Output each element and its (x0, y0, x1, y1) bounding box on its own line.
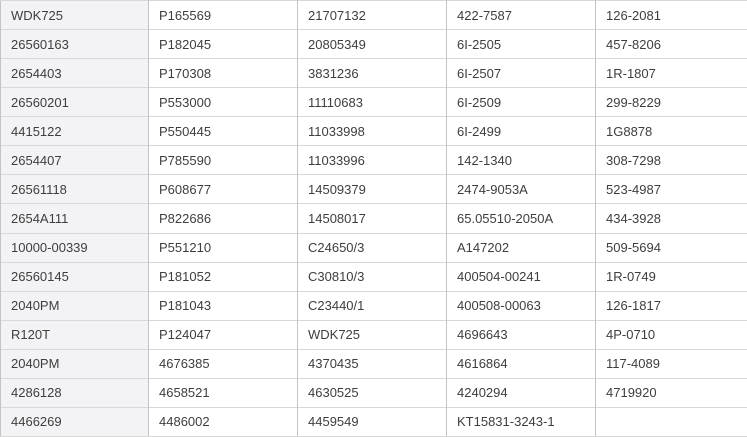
table-cell: 4240294 (446, 377, 596, 408)
table-cell: 4286128 (0, 377, 149, 408)
table-cell: P124047 (148, 319, 298, 350)
table-row: 4286128 4658521 4630525 4240294 4719920 (0, 377, 747, 408)
table-cell: 6I-2505 (446, 29, 596, 59)
table-cell: C30810/3 (297, 261, 447, 292)
table-cell: 4719920 (595, 377, 747, 408)
table-cell: 26560163 (0, 29, 149, 59)
table-cell: 20805349 (297, 29, 447, 59)
table-row: 10000-00339 P551210 C24650/3 A147202 509-569… (0, 232, 747, 263)
table-cell: P182045 (148, 29, 298, 59)
table-cell: 400508-00063 (446, 290, 596, 321)
table-cell: P551210 (148, 232, 298, 263)
table-cell: C24650/3 (297, 232, 447, 263)
table-cell: 4370435 (297, 348, 447, 379)
table-row: 4466269 4486002 4459549 KT15831-3243-1 (0, 406, 747, 437)
table-cell: 457-8206 (595, 29, 747, 59)
table-cell: P822686 (148, 203, 298, 233)
table-cell: 117-4089 (595, 348, 747, 379)
table-cell: 2654407 (0, 145, 149, 175)
table-cell: 308-7298 (595, 145, 747, 175)
table-cell: P181052 (148, 261, 298, 292)
table-cell: 2040PM (0, 348, 149, 379)
table-row: 26560163 P182045 20805349 6I-2505 457-8206 (0, 29, 747, 59)
table-row: R120T P124047 WDK725 4696643 4P-0710 (0, 319, 747, 350)
table-cell: 26561118 (0, 174, 149, 204)
table-cell: 142-1340 (446, 145, 596, 175)
table-cell: WDK725 (297, 319, 447, 350)
table-cell: 1R-0749 (595, 261, 747, 292)
table-row: 4415122 P550445 11033998 6I-2499 1G8878 (0, 116, 747, 146)
table-cell: 4676385 (148, 348, 298, 379)
table-row: 2654407 P785590 11033996 142-1340 308-7298 (0, 145, 747, 175)
table-cell: 4658521 (148, 377, 298, 408)
table-cell: 4696643 (446, 319, 596, 350)
table-cell: 126-1817 (595, 290, 747, 321)
table-row: WDK725 P165569 21707132 422-7587 126-2081 (0, 0, 747, 30)
table-cell: 11110683 (297, 87, 447, 117)
table-cell: 3831236 (297, 58, 447, 88)
table-cell: 1G8878 (595, 116, 747, 146)
table-cell: 26560145 (0, 261, 149, 292)
table-cell (595, 406, 747, 437)
table-cell: KT15831-3243-1 (446, 406, 596, 437)
table-cell: 2654A111 (0, 203, 149, 233)
table-row: 2654A111 P822686 14508017 65.05510-2050A 434… (0, 203, 747, 233)
table-cell: 4415122 (0, 116, 149, 146)
table-cell: 434-3928 (595, 203, 747, 233)
table-cell: 1R-1807 (595, 58, 747, 88)
table-cell: 6I-2507 (446, 58, 596, 88)
table-cell: 523-4987 (595, 174, 747, 204)
table-cell: 126-2081 (595, 0, 747, 30)
table-cell: 4459549 (297, 406, 447, 437)
table-row: 26560201 P553000 11110683 6I-2509 299-8229 (0, 87, 747, 117)
table-cell: 2654403 (0, 58, 149, 88)
table-cell: P181043 (148, 290, 298, 321)
table-cell: 11033996 (297, 145, 447, 175)
table-cell: 6I-2509 (446, 87, 596, 117)
table-cell: WDK725 (0, 0, 149, 30)
table-row: 2654403 P170308 3831236 6I-2507 1R-1807 (0, 58, 747, 88)
table-row: 26560145 P181052 C30810/3 400504-00241 1R-07… (0, 261, 747, 292)
table-row: 26561118 P608677 14509379 2474-9053A 523-498… (0, 174, 747, 204)
table-cell: 10000-00339 (0, 232, 149, 263)
table-cell: 4486002 (148, 406, 298, 437)
table-cell: P785590 (148, 145, 298, 175)
table-cell: 422-7587 (446, 0, 596, 30)
table-cell: 14508017 (297, 203, 447, 233)
table-cell: 509-5694 (595, 232, 747, 263)
table-cell: P170308 (148, 58, 298, 88)
table-cell: 14509379 (297, 174, 447, 204)
table-cell: P553000 (148, 87, 298, 117)
table-cell: 21707132 (297, 0, 447, 30)
table-cell: 4P-0710 (595, 319, 747, 350)
table-cell: 11033998 (297, 116, 447, 146)
table-cell: 26560201 (0, 87, 149, 117)
table-cell: P165569 (148, 0, 298, 30)
table-cell: 2040PM (0, 290, 149, 321)
table-cell: 400504-00241 (446, 261, 596, 292)
table-cell: 65.05510-2050A (446, 203, 596, 233)
table-cell: P550445 (148, 116, 298, 146)
table-row: 2040PM 4676385 4370435 4616864 117-4089 (0, 348, 747, 379)
table-cell: 4466269 (0, 406, 149, 437)
table-cell: A147202 (446, 232, 596, 263)
table-cell: P608677 (148, 174, 298, 204)
table-cell: 2474-9053A (446, 174, 596, 204)
table-cell: 4616864 (446, 348, 596, 379)
table-cell: 4630525 (297, 377, 447, 408)
table-row: 2040PM P181043 C23440/1 400508-00063 126-181… (0, 290, 747, 321)
table-cell: 299-8229 (595, 87, 747, 117)
table-cell: 6I-2499 (446, 116, 596, 146)
table-cell: C23440/1 (297, 290, 447, 321)
table-cell: R120T (0, 319, 149, 350)
